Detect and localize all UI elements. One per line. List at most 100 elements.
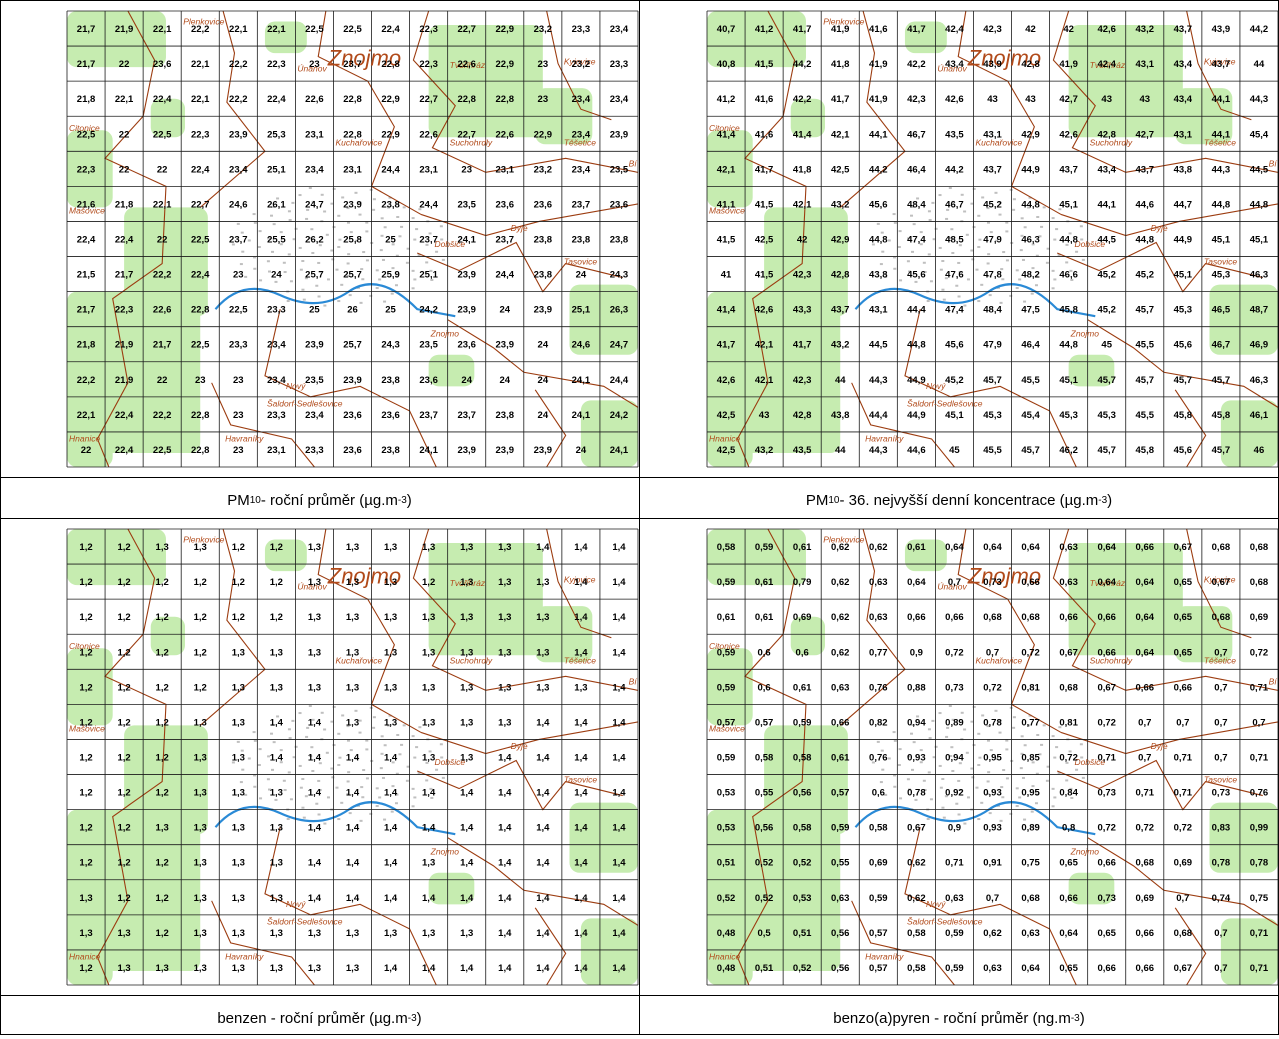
cell-value: 1,4 <box>346 893 360 904</box>
cell-value: 0,59 <box>945 928 964 939</box>
town-label: Dyje <box>1151 741 1168 751</box>
cell-value: 1,4 <box>574 928 588 939</box>
cell-value: 45,7 <box>1174 375 1193 386</box>
cell-value: 1,2 <box>156 682 169 693</box>
urban-area <box>271 768 275 771</box>
cell-value: 41,7 <box>793 340 812 351</box>
cell-value: 22,2 <box>229 94 248 105</box>
cell-value: 0,66 <box>1059 612 1078 623</box>
cell-value: 1,2 <box>79 682 92 693</box>
cell-value: 23,4 <box>267 340 286 351</box>
cell-value: 25,7 <box>305 270 324 281</box>
urban-area <box>919 231 923 234</box>
cell-value: 24,3 <box>610 270 629 281</box>
forest-area <box>67 648 113 726</box>
cell-value: 1,3 <box>422 612 435 623</box>
cell-value: 45,5 <box>983 445 1002 456</box>
cell-value: 46,4 <box>907 164 926 175</box>
cell-value: 1,2 <box>117 717 130 728</box>
cell-value: 1,3 <box>460 717 473 728</box>
cell-value: 43,4 <box>1174 94 1193 105</box>
town-label: Citonice <box>709 641 740 651</box>
table-rule <box>0 477 1279 478</box>
cell-value: 22,4 <box>191 164 210 175</box>
admin-boundary <box>1060 203 1279 237</box>
cell-value: 0,61 <box>755 577 774 588</box>
urban-area <box>1005 230 1009 233</box>
urban-area <box>1065 779 1069 782</box>
cell-value: 0,59 <box>717 647 736 658</box>
cell-value: 43,8 <box>869 270 888 281</box>
urban-area <box>358 213 362 216</box>
forest-area <box>150 616 186 656</box>
cell-value: 1,2 <box>117 612 130 623</box>
urban-area <box>287 728 291 731</box>
urban-area <box>881 250 885 253</box>
forest-area <box>67 407 113 467</box>
admin-boundary <box>1174 907 1207 986</box>
cell-value: 45,8 <box>1059 305 1078 316</box>
cell-value: 0,59 <box>717 682 736 693</box>
cell-value: 22 <box>119 164 130 175</box>
cell-value: 0,65 <box>1097 928 1116 939</box>
cell-value: 0,68 <box>1250 542 1269 553</box>
cell-value: 1,3 <box>422 647 435 658</box>
cell-value: 45,4 <box>1250 129 1269 140</box>
cell-value: 23,4 <box>610 24 629 35</box>
urban-area <box>938 712 942 715</box>
cell-value: 23,9 <box>457 270 476 281</box>
cell-value: 0,93 <box>907 753 926 764</box>
cell-value: 0,63 <box>1021 928 1040 939</box>
urban-area <box>879 263 883 266</box>
urban-area <box>1068 232 1072 235</box>
cell-value: 23,8 <box>610 235 629 246</box>
urban-area <box>287 253 291 256</box>
cell-value: 1,3 <box>270 823 283 834</box>
cell-value: 1,2 <box>270 542 283 553</box>
cell-value: 1,3 <box>232 717 245 728</box>
urban-area <box>315 802 319 805</box>
cell-value: 41,2 <box>755 24 774 35</box>
cell-value: 23,1 <box>305 129 324 140</box>
urban-area <box>1055 746 1059 749</box>
cell-value: 41,7 <box>755 164 774 175</box>
urban-area <box>411 735 415 738</box>
urban-area <box>970 767 974 770</box>
urban-area <box>946 208 950 211</box>
urban-area <box>323 210 327 213</box>
urban-area <box>320 193 324 196</box>
cell-value: 41,7 <box>793 24 812 35</box>
urban-area <box>258 230 262 233</box>
cell-value: 0,62 <box>983 928 1002 939</box>
town-label: Bí <box>1269 676 1279 686</box>
urban-area <box>1015 269 1019 272</box>
urban-area <box>279 749 283 752</box>
cell-value: 1,2 <box>79 577 92 588</box>
cell-value: 41,6 <box>755 94 774 105</box>
caption-end: ) <box>1079 1009 1085 1027</box>
urban-area <box>271 250 275 253</box>
urban-area <box>259 797 263 800</box>
urban-area <box>253 267 257 270</box>
cell-value: 23,7 <box>419 410 438 421</box>
cell-value: 22,9 <box>534 129 553 140</box>
cell-value: 22,5 <box>229 305 248 316</box>
cell-value: 45,1 <box>945 410 964 421</box>
cell-value: 43,7 <box>1174 24 1193 35</box>
cell-value: 21,7 <box>77 59 96 70</box>
caption-pre: benzo(a)pyren - roční průměr (ng.m <box>833 1009 1071 1027</box>
cell-value: 0,64 <box>1021 542 1040 553</box>
cell-value: 23,8 <box>381 445 400 456</box>
cell-value: 22,8 <box>343 94 362 105</box>
urban-area <box>931 201 935 204</box>
cell-value: 1,2 <box>117 788 130 799</box>
cell-value: 0,51 <box>793 928 812 939</box>
urban-area <box>365 259 369 262</box>
cell-value: 26,2 <box>305 235 324 246</box>
cell-value: 1,3 <box>117 928 130 939</box>
urban-area <box>1079 225 1083 228</box>
urban-area <box>287 210 291 213</box>
cell-value: 23,9 <box>610 129 629 140</box>
urban-area <box>986 274 990 277</box>
urban-area <box>958 788 962 791</box>
